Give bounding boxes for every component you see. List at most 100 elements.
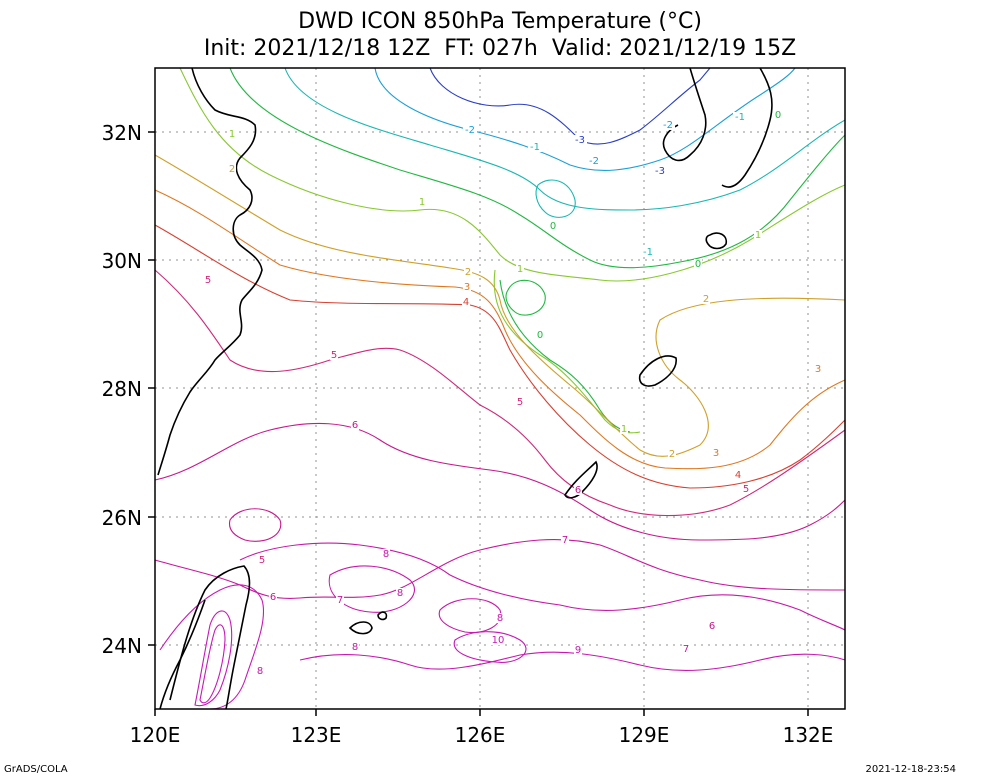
contour-four: [154, 224, 846, 489]
contour-eight: [239, 542, 846, 631]
contour-label: -2: [589, 156, 599, 167]
contour-label-bg: [702, 294, 710, 304]
contour-label: -2: [465, 125, 475, 136]
contour-label: 3: [713, 448, 719, 459]
x-tick-label: 123E: [291, 723, 342, 747]
contour-nine: [299, 651, 846, 671]
contour-label-bg: [491, 635, 505, 645]
contour-label: 4: [463, 297, 469, 308]
contour-label: 5: [259, 555, 265, 566]
contour-label: 1: [621, 424, 627, 435]
contour-label-bg: [382, 549, 390, 559]
yakushima: [705, 232, 728, 250]
contour-label: 6: [352, 420, 358, 431]
contour-label: -3: [655, 166, 665, 177]
y-tick-label: 26N: [102, 506, 142, 530]
contour-label-bg: [330, 350, 338, 360]
contour-label-bg: [754, 230, 762, 240]
contour-one-tail: [493, 269, 641, 434]
yonaguni: [377, 611, 388, 621]
contour-label-bg: [668, 449, 676, 459]
contour-label-bg: [228, 164, 236, 174]
contour-label: 2: [229, 164, 235, 175]
coastlines: [157, 67, 773, 710]
contour-six: [154, 422, 846, 541]
contour-label-bg: [418, 197, 426, 207]
contour-label-bg: [712, 448, 720, 458]
contour-label-bg: [661, 120, 675, 130]
contour-label-bg: [496, 613, 504, 623]
contour-label: 3: [815, 364, 821, 375]
contour-zero: [229, 67, 846, 269]
contour-five: [154, 269, 846, 517]
contour-label: 5: [517, 397, 523, 408]
contour-label-bg: [351, 420, 359, 430]
contour-label: 8: [383, 549, 389, 560]
contour-label-bg: [228, 129, 236, 139]
contour-label: 1: [517, 264, 523, 275]
contour-label: 5: [743, 484, 749, 495]
contour-labels: -3-3-2-2-2-1-1-1000011111222233344555556…: [204, 110, 822, 677]
contour-label: -2: [663, 120, 673, 131]
contour-label: 2: [465, 267, 471, 278]
contour-label-bg: [641, 247, 655, 257]
contour-label-bg: [587, 156, 601, 166]
contour-minus1: [284, 67, 846, 211]
contour-label: 5: [331, 350, 337, 361]
contour-minus1-loop: [535, 179, 576, 218]
footer-timestamp: 2021-12-18-23:54: [865, 764, 956, 775]
map-subtitle: Init: 2021/12/18 12Z FT: 027h Valid: 202…: [203, 36, 797, 61]
contour-six-loop: [228, 508, 282, 542]
contour-label-bg: [336, 595, 344, 605]
taiwan-west: [159, 599, 206, 710]
contour-label-bg: [734, 470, 742, 480]
contour-label: 1: [229, 129, 235, 140]
contour-two: [154, 154, 846, 457]
contour-label-bg: [574, 485, 582, 495]
contour-label-bg: [351, 642, 359, 652]
contour-label-bg: [708, 621, 716, 631]
contour-label: 0: [537, 330, 543, 341]
contour-label-bg: [682, 644, 690, 654]
contour-label-bg: [256, 666, 264, 676]
contour-label-bg: [733, 112, 747, 122]
contour-label-bg: [574, 645, 582, 655]
contour-minus2: [374, 67, 796, 171]
contour-label: 6: [270, 592, 276, 603]
contour-zero-tail: [499, 279, 631, 433]
contour-taiwan-1: [194, 610, 233, 707]
contour-label-bg: [549, 221, 557, 231]
contour-label: 8: [497, 613, 503, 624]
footer-credit: GrADS/COLA: [4, 764, 68, 775]
contour-seven: [154, 539, 846, 599]
contour-label-bg: [516, 264, 524, 274]
contour-label-bg: [528, 142, 542, 152]
contour-label: 1: [755, 230, 761, 241]
contour-label-bg: [536, 330, 544, 340]
contour-label-bg: [463, 125, 477, 135]
contour-label: 2: [669, 449, 675, 460]
y-axis-labels: 32N 30N 28N 26N 24N: [102, 121, 142, 658]
contour-three: [154, 189, 846, 470]
contour-eight-c: [438, 598, 502, 634]
contour-label: 2: [703, 294, 709, 305]
japan-south: [721, 67, 773, 188]
contour-label: 0: [550, 221, 556, 232]
contour-label: 1: [419, 197, 425, 208]
taiwan-coast: [169, 565, 251, 710]
x-tick-label: 132E: [783, 723, 834, 747]
contour-label: 8: [257, 666, 263, 677]
x-tick-label: 120E: [130, 723, 181, 747]
contour-label: -1: [735, 112, 745, 123]
amami: [638, 355, 677, 387]
contour-label: 7: [337, 595, 343, 606]
y-tick-label: 32N: [102, 121, 142, 145]
contour-label-bg: [742, 484, 750, 494]
contour-label-bg: [462, 297, 470, 307]
map-title: DWD ICON 850hPa Temperature (°C): [298, 9, 702, 34]
contour-taiwan-2: [199, 624, 226, 704]
contour-ten: [453, 631, 527, 663]
china-coast: [157, 67, 263, 476]
contour-label: 0: [695, 259, 701, 270]
